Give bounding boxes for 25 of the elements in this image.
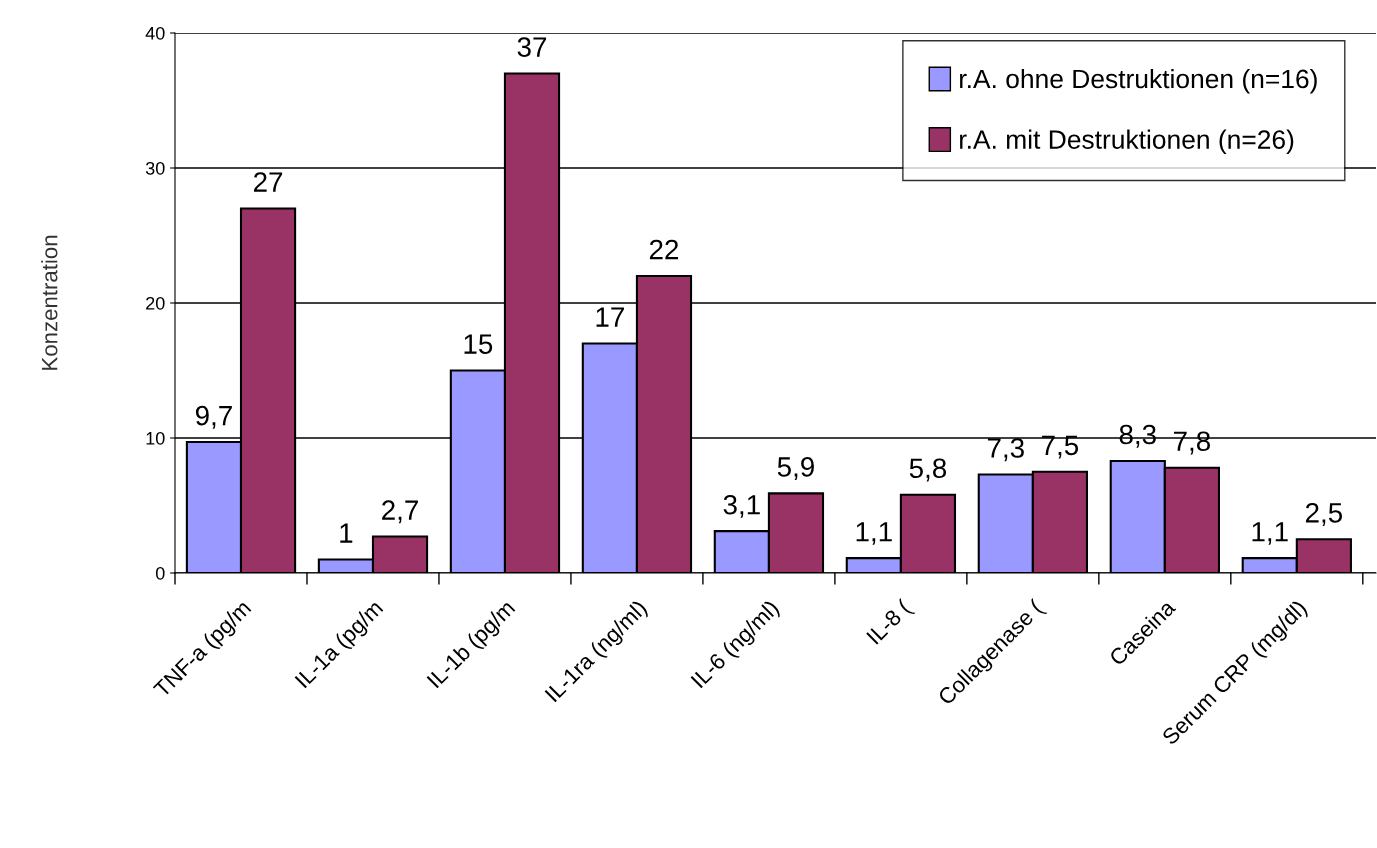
- y-tick-label: 30: [145, 161, 165, 175]
- x-tick-label: IL-8 (: [865, 598, 916, 648]
- data-label: 1: [340, 523, 353, 543]
- y-tick-label: 10: [146, 431, 165, 445]
- data-label: 5,8: [909, 458, 947, 482]
- data-label: 9,7: [195, 405, 232, 429]
- data-label: 37: [517, 37, 547, 57]
- data-label: 3,1: [723, 494, 760, 518]
- data-label: 17: [596, 307, 624, 327]
- data-label: 1,1: [1252, 522, 1288, 545]
- legend-label: r.A. mit Destruktionen (n=26): [960, 129, 1294, 155]
- data-label: 15: [464, 334, 493, 354]
- data-label: 22: [649, 239, 679, 260]
- data-label: 7,3: [987, 438, 1024, 462]
- y-axis-title: Konzentration: [41, 235, 58, 370]
- data-label: 2,7: [382, 500, 418, 524]
- data-label: 2,5: [1305, 502, 1343, 526]
- data-label: 1,1: [856, 522, 892, 545]
- y-tick-label: 20: [146, 296, 165, 310]
- y-tick-label: 0: [155, 566, 165, 580]
- data-label: 7,5: [1042, 435, 1079, 459]
- legend-label: r.A. ohne Destruktionen (n=16): [960, 68, 1317, 94]
- data-label: 5,9: [777, 457, 814, 481]
- data-label: 27: [254, 172, 283, 192]
- y-tick-label: 40: [145, 26, 165, 40]
